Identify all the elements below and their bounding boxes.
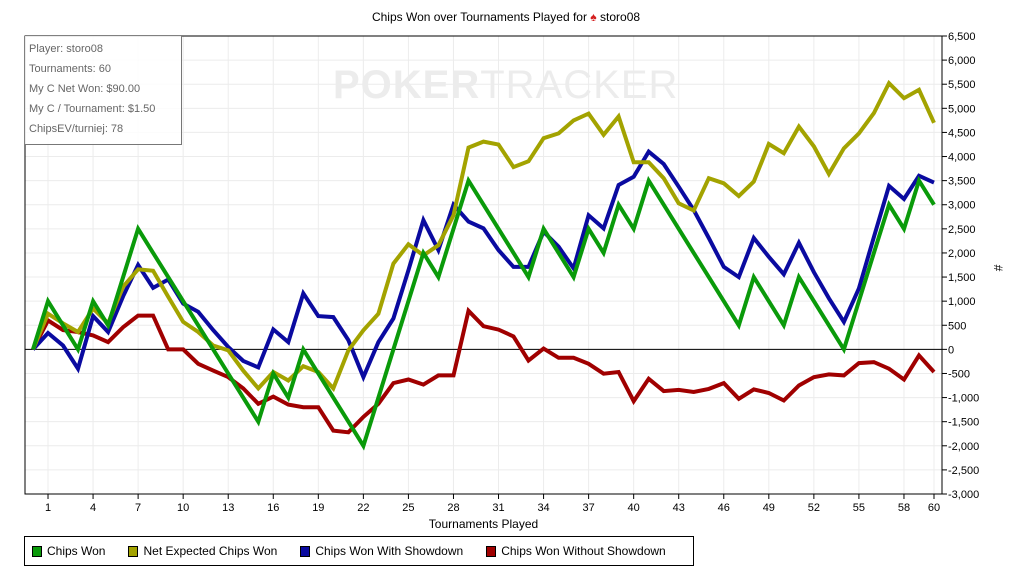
y-axis-label: # [991, 265, 1005, 272]
y-tick-label: -1,000 [948, 393, 979, 405]
x-tick-label: 34 [537, 502, 549, 514]
pokertracker-watermark: POKERTRACKER [333, 63, 679, 107]
legend-item-without-showdown[interactable]: Chips Won Without Showdown [486, 544, 666, 558]
legend-label: Net Expected Chips Won [143, 544, 278, 558]
stats-tournaments: Tournaments: 60 [29, 63, 111, 75]
legend-item-with-showdown[interactable]: Chips Won With Showdown [300, 544, 463, 558]
x-tick-label: 52 [808, 502, 820, 514]
spade-icon: ♠ [590, 10, 597, 24]
legend-swatch [300, 545, 311, 557]
y-tick-label: 6,500 [948, 31, 976, 43]
x-tick-label: 4 [90, 502, 96, 514]
stats-chips-ev: ChipsEV/turniej: 78 [29, 123, 124, 135]
x-tick-label: 46 [718, 502, 730, 514]
y-tick-label: -1,500 [948, 417, 979, 429]
y-tick-label: 4,500 [948, 127, 976, 139]
legend: Chips Won Net Expected Chips Won Chips W… [24, 536, 694, 566]
x-tick-label: 7 [135, 502, 141, 514]
plot-frame [24, 35, 943, 495]
y-tick-label: 0 [948, 344, 954, 356]
x-tick-label: 60 [928, 502, 940, 514]
y-tick-label: 1,500 [948, 272, 976, 284]
y-tick-label: 3,000 [948, 200, 976, 212]
x-tick-label: 37 [582, 502, 594, 514]
series-line-net-expected-chips-won [31, 79, 936, 393]
stats-box: Player: storo08 Tournaments: 60 My C Net… [25, 36, 182, 145]
chart-title-text: Chips Won over Tournaments Played for [371, 10, 587, 24]
x-tick-label: 40 [628, 502, 640, 514]
legend-swatch [32, 545, 42, 557]
y-tick-label: 1,000 [948, 296, 976, 308]
legend-swatch [486, 545, 497, 557]
x-axis-label: Tournaments Played [429, 517, 538, 531]
legend-label: Chips Won With Showdown [315, 544, 464, 558]
tick-labels: -3,000 -2,500 -2,000 -1,500 -1,000 -500 0 500 1,… [45, 31, 1005, 531]
legend-item-chips-won[interactable]: Chips Won [32, 544, 105, 558]
x-tick-label: 55 [853, 502, 865, 514]
series-line-chips-won-without-showdown [31, 306, 936, 435]
x-tick-label: 31 [492, 502, 504, 514]
x-tick-label: 16 [267, 502, 279, 514]
x-tick-label: 22 [357, 502, 369, 514]
y-tick-label: 6,000 [948, 55, 976, 67]
series-line-chips-won [31, 175, 936, 451]
series-lines [31, 79, 936, 451]
legend-swatch [128, 545, 139, 557]
y-tick-label: 4,000 [948, 152, 976, 164]
series-line-chips-won-with-showdown [31, 148, 935, 383]
x-tick-label: 58 [898, 502, 910, 514]
y-tick-label: -3,000 [948, 489, 979, 501]
x-tick-label: 49 [763, 502, 775, 514]
x-tick-label: 28 [447, 502, 459, 514]
stats-per-tournament: My C / Tournament: $1.50 [29, 103, 156, 115]
y-tick-label: -2,000 [948, 441, 979, 453]
stats-net-won: My C Net Won: $90.00 [29, 83, 141, 95]
x-tick-label: 10 [177, 502, 189, 514]
y-tick-label: 500 [948, 320, 966, 332]
x-tick-label: 19 [312, 502, 324, 514]
y-tick-label: 2,000 [948, 248, 976, 260]
chart-title-player: storo08 [600, 10, 641, 24]
y-tick-label: 5,500 [948, 79, 976, 91]
x-tick-label: 25 [402, 502, 414, 514]
stats-player: Player: storo08 [29, 43, 103, 55]
legend-label: Chips Won Without Showdown [501, 544, 666, 558]
y-tick-label: 2,500 [948, 224, 976, 236]
y-tick-label: 3,500 [948, 176, 976, 188]
y-tick-label: 5,000 [948, 103, 976, 115]
x-tick-label: 1 [45, 502, 51, 514]
y-tick-label: -2,500 [948, 465, 979, 477]
chart-title: Chips Won over Tournaments Played for ♠ … [0, 10, 1012, 24]
legend-label: Chips Won [47, 544, 106, 558]
x-tick-label: 13 [222, 502, 234, 514]
legend-item-net-expected[interactable]: Net Expected Chips Won [128, 544, 277, 558]
x-tick-label: 43 [673, 502, 685, 514]
y-tick-label: -500 [948, 368, 970, 380]
